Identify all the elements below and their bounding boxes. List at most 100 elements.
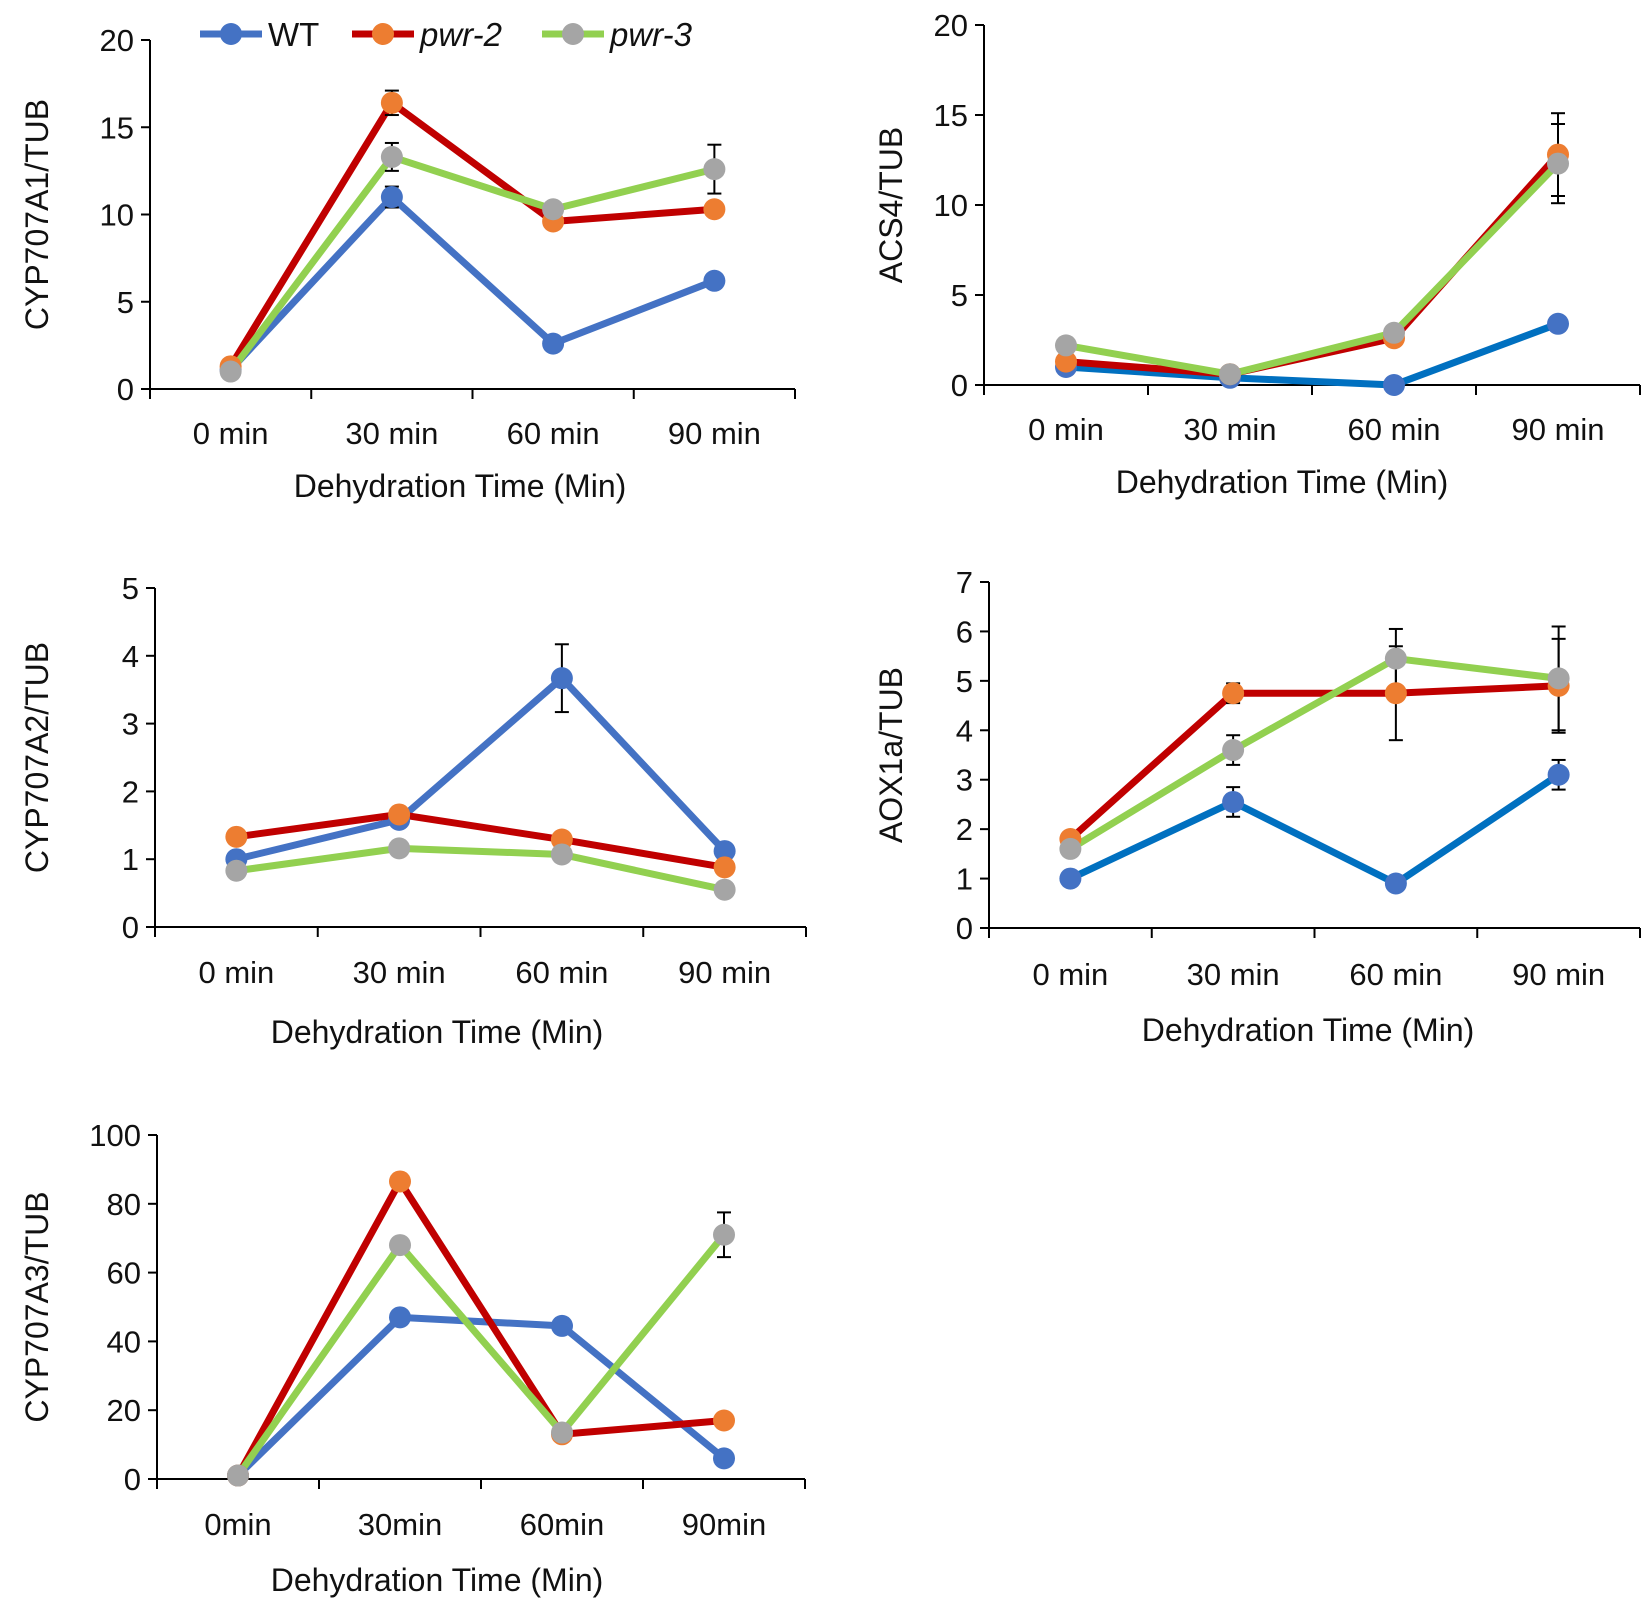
series-line-pwr-2 <box>234 1177 728 1480</box>
data-point-wt <box>380 186 403 209</box>
y-axis-title: CYP707A1/TUB <box>19 99 55 330</box>
legend-pwr2-label: pwr-2 <box>419 16 502 53</box>
x-axis-title: Dehydration Time (Min) <box>1142 1012 1475 1048</box>
data-point-wt <box>550 667 573 690</box>
x-tick-label: 60 min <box>515 955 608 990</box>
data-point-pwr-3 <box>550 843 573 866</box>
series-line-wt <box>1066 771 1563 888</box>
data-point-wt <box>542 332 565 355</box>
data-point-pwr-3 <box>551 1421 573 1444</box>
y-tick-label: 5 <box>117 285 134 320</box>
x-axis-title: Dehydration Time (Min) <box>1116 464 1449 500</box>
data-point-pwr-3 <box>1219 363 1241 386</box>
x-tick-label: 30 min <box>345 416 438 451</box>
y-tick-label: 2 <box>956 812 973 847</box>
y-tick-label: 4 <box>122 639 139 674</box>
data-point-pwr-3 <box>389 1234 411 1257</box>
legend: WT pwr-2 pwr-3 <box>200 16 693 53</box>
x-tick-label: 90 min <box>1512 957 1605 992</box>
data-point-pwr-3 <box>380 145 403 168</box>
data-point-wt <box>1547 312 1569 335</box>
data-point-pwr-3 <box>1055 334 1077 357</box>
y-tick-label: 5 <box>122 571 139 606</box>
series-line-wt <box>232 674 729 863</box>
y-tick-label: 40 <box>107 1324 141 1359</box>
y-tick-label: 5 <box>956 664 973 699</box>
panel-cyp707a1: 0 5 10 15 20 0 min 30 min 60 min 90 min Dehydrati… <box>19 23 796 504</box>
series-line-pwr-3 <box>1066 655 1563 853</box>
data-point-wt <box>1059 867 1082 890</box>
legend-wt-label: WT <box>268 16 319 53</box>
data-point-wt <box>713 1447 735 1470</box>
panel-aox1a: 0 1 2 3 4 5 6 7 0 min 30 min 60 min 90 min Dehydrati… <box>873 565 1641 1048</box>
data-point-pwr-2 <box>713 1409 735 1432</box>
data-point-pwr-2 <box>380 91 403 114</box>
data-point-pwr-3 <box>713 1223 735 1246</box>
series-line-pwr-2 <box>232 810 729 871</box>
y-tick-label: 100 <box>89 1118 141 1153</box>
y-tick-label: 4 <box>956 713 973 748</box>
series-line-wt <box>234 1313 728 1480</box>
legend-pwr3-label: pwr-3 <box>609 16 693 53</box>
y-tick-label: 5 <box>951 278 968 313</box>
legend-pwr3-marker <box>562 23 584 45</box>
y-tick-label: 0 <box>124 1462 141 1497</box>
series-line-pwr-3 <box>234 1231 728 1480</box>
y-tick-label: 3 <box>956 763 973 798</box>
y-tick-label: 10 <box>934 188 968 223</box>
data-point-pwr-3 <box>1547 667 1570 690</box>
data-point-pwr-3 <box>225 859 248 882</box>
legend-wt-marker <box>220 23 242 45</box>
y-tick-label: 60 <box>107 1256 141 1291</box>
data-point-wt <box>703 269 726 292</box>
x-tick-label: 60 min <box>1347 412 1440 447</box>
data-point-wt <box>1547 763 1570 786</box>
y-tick-label: 15 <box>100 110 134 145</box>
data-point-pwr-2 <box>713 856 736 879</box>
panel-cyp707a3: 0 20 40 60 80 100 0min 30min 60min 90min Dehydrati… <box>19 1118 806 1598</box>
x-tick-label: 90min <box>682 1507 766 1542</box>
data-point-pwr-3 <box>542 198 565 221</box>
x-axis-title: Dehydration Time (Min) <box>271 1562 604 1598</box>
data-point-pwr-3 <box>227 1464 249 1487</box>
data-point-pwr-2 <box>389 1170 411 1193</box>
series-line-pwr-3 <box>1062 160 1562 378</box>
panel-cyp707a2: 0 1 2 3 4 5 0 min 30 min 60 min 90 min Dehydration… <box>19 571 807 1050</box>
data-point-wt <box>1222 790 1245 813</box>
y-tick-label: 0 <box>956 911 973 946</box>
data-point-pwr-3 <box>1384 647 1407 670</box>
y-tick-label: 7 <box>956 565 973 600</box>
x-tick-label: 30 min <box>353 955 446 990</box>
y-tick-label: 20 <box>934 8 968 43</box>
data-point-pwr-2 <box>1384 682 1407 705</box>
series-line-pwr-2 <box>1062 151 1562 378</box>
x-tick-label: 30 min <box>1187 957 1280 992</box>
y-tick-label: 6 <box>956 614 973 649</box>
y-tick-label: 1 <box>956 862 973 897</box>
x-tick-label: 60 min <box>1349 957 1442 992</box>
x-tick-label: 90 min <box>678 955 771 990</box>
y-axis-title: CYP707A3/TUB <box>19 1191 55 1422</box>
x-tick-label: 60 min <box>507 416 600 451</box>
data-point-pwr-3 <box>1547 152 1569 175</box>
series-line-wt <box>227 193 718 374</box>
y-tick-label: 3 <box>122 707 139 742</box>
x-axis-title: Dehydration Time (Min) <box>294 468 627 504</box>
data-point-wt <box>1383 374 1405 396</box>
y-axis-title: AOX1a/TUB <box>873 667 909 843</box>
series-line-pwr-3 <box>232 844 729 894</box>
data-point-pwr-2 <box>388 803 411 826</box>
data-point-pwr-2 <box>1055 350 1077 373</box>
x-tick-label: 0 min <box>1028 412 1104 447</box>
data-point-wt <box>389 1306 411 1329</box>
x-axis-title: Dehydration Time (Min) <box>271 1014 604 1050</box>
data-point-pwr-3 <box>388 837 411 860</box>
x-tick-label: 90 min <box>668 416 761 451</box>
y-tick-label: 80 <box>107 1187 141 1222</box>
data-point-pwr-3 <box>1383 321 1405 344</box>
data-point-pwr-2 <box>1222 682 1245 705</box>
series-line-pwr-3 <box>227 153 718 376</box>
legend-pwr2-marker <box>372 23 394 45</box>
y-axis-title: CYP707A2/TUB <box>19 642 55 873</box>
series-line-pwr-2 <box>1066 682 1563 843</box>
